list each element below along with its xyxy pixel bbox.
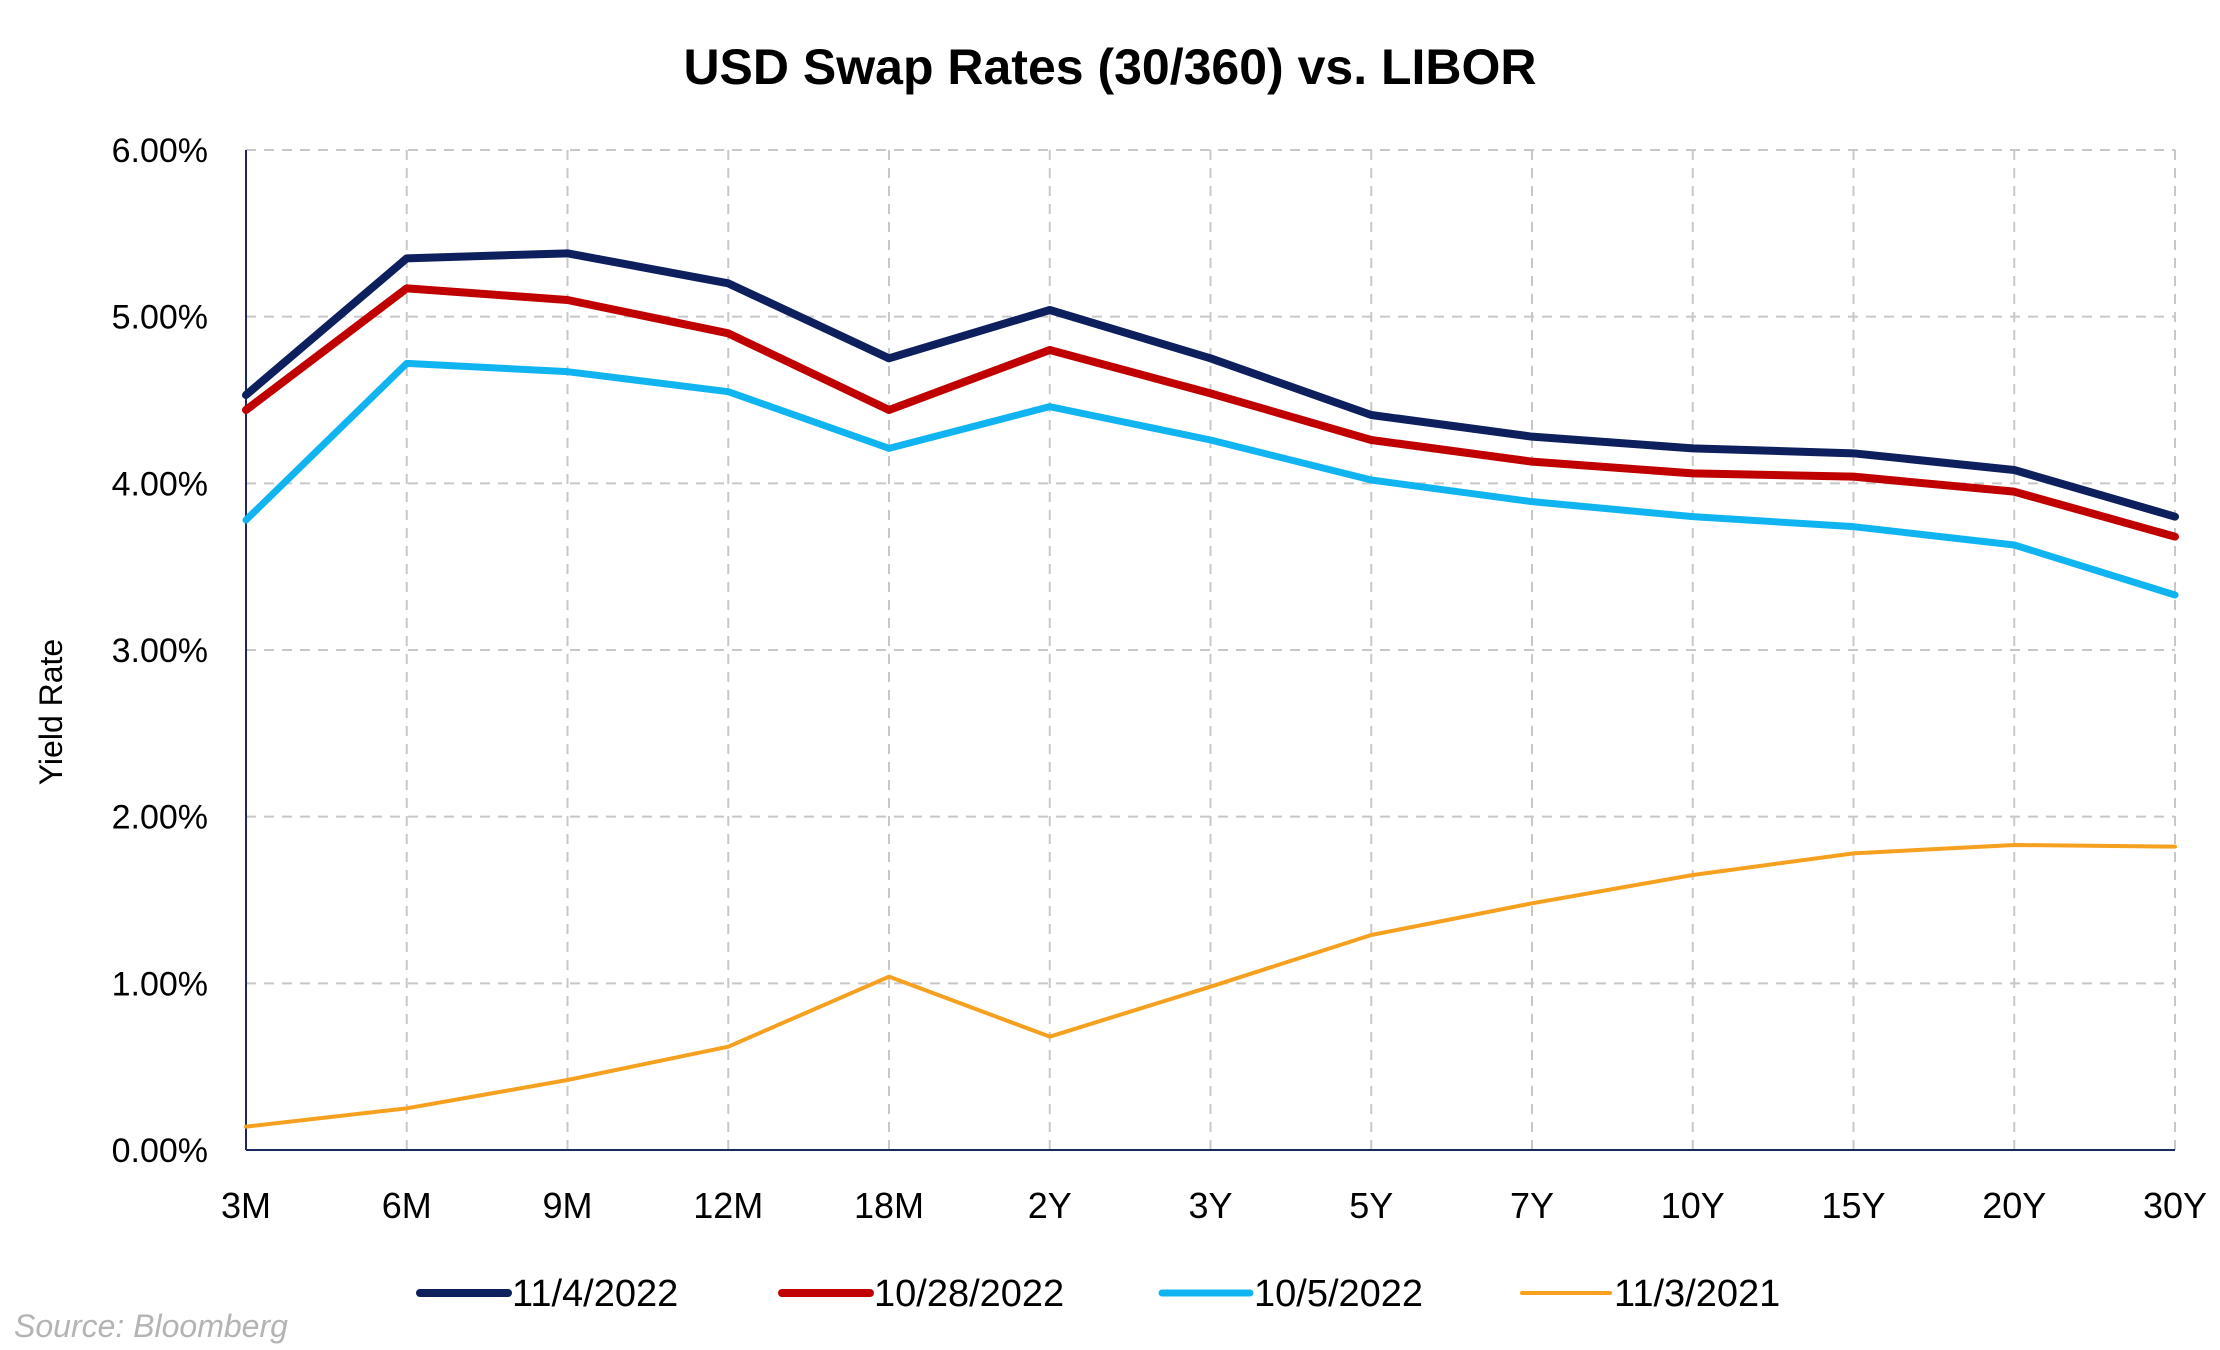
legend-label: 10/28/2022: [874, 1273, 1064, 1315]
x-tick-label: 9M: [542, 1185, 592, 1226]
y-tick-label: 5.00%: [112, 299, 208, 337]
legend-item: 11/3/2021: [1520, 1273, 1780, 1315]
y-tick-labels: 0.00% 1.00% 2.00% 3.00% 4.00% 5.00% 6.00%: [112, 132, 208, 1170]
y-tick-label: 2.00%: [112, 799, 208, 837]
series-line-10-5-2022: [242, 359, 2179, 599]
x-tick-label: 20Y: [1982, 1185, 2046, 1226]
series-line-11-4-2022: [242, 249, 2179, 521]
legend: 11/4/2022 10/28/2022 10/5/2022 11/3/2021: [416, 1273, 1780, 1315]
legend-label: 11/3/2021: [1614, 1273, 1780, 1315]
y-tick-label: 4.00%: [112, 465, 208, 503]
grid: [246, 149, 2176, 1150]
legend-item: 10/28/2022: [778, 1273, 1064, 1315]
y-tick-label: 1.00%: [112, 965, 208, 1003]
series-line-10-28-2022: [242, 284, 2179, 541]
chart-title: USD Swap Rates (30/360) vs. LIBOR: [683, 39, 1537, 95]
legend-item: 11/4/2022: [416, 1273, 678, 1315]
axes: [245, 150, 2175, 1151]
x-tick-labels: 3M 6M 9M 12M 18M 2Y 3Y 5Y 7Y 10Y 15Y 20Y 30Y: [221, 1185, 2207, 1226]
x-tick-label: 7Y: [1510, 1185, 1554, 1226]
y-tick-label: 3.00%: [112, 632, 208, 670]
x-tick-label: 30Y: [2143, 1185, 2207, 1226]
y-axis-title: Yield Rate: [33, 639, 69, 785]
x-tick-label: 2Y: [1028, 1185, 1072, 1226]
series-lines: [242, 249, 2179, 1129]
x-tick-label: 18M: [854, 1185, 924, 1226]
x-tick-label: 12M: [693, 1185, 763, 1226]
legend-label: 11/4/2022: [512, 1273, 678, 1315]
source-note: Source: Bloomberg: [14, 1308, 288, 1344]
legend-label: 10/5/2022: [1254, 1273, 1423, 1315]
y-tick-label: 6.00%: [112, 132, 208, 170]
x-tick-label: 15Y: [1821, 1185, 1885, 1226]
x-tick-label: 6M: [382, 1185, 432, 1226]
x-tick-label: 3M: [221, 1185, 271, 1226]
series-line-11-3-2021: [244, 843, 2177, 1129]
y-tick-label: 0.00%: [112, 1132, 208, 1170]
x-tick-label: 10Y: [1661, 1185, 1725, 1226]
x-tick-label: 3Y: [1188, 1185, 1232, 1226]
x-tick-label: 5Y: [1349, 1185, 1393, 1226]
legend-item: 10/5/2022: [1158, 1273, 1423, 1315]
